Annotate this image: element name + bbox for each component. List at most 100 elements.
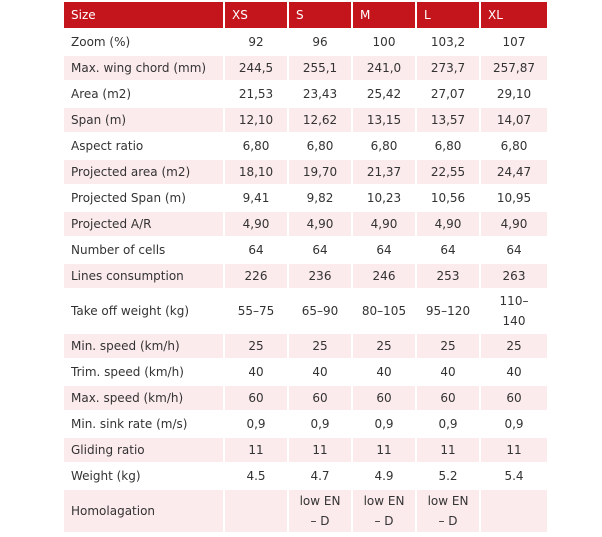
value-cell: 5.2: [417, 464, 479, 488]
value-cell: 64: [225, 238, 287, 262]
table-row: Span (m) 12,10 12,62 13,15 13,57 14,07: [64, 108, 547, 132]
value-cell: low EN – D: [353, 490, 415, 532]
value-cell: 25,42: [353, 82, 415, 106]
row-label: Min. speed (km/h): [64, 334, 223, 358]
table-row: Projected A/R 4,90 4,90 4,90 4,90 4,90: [64, 212, 547, 236]
value-cell: 18,10: [225, 160, 287, 184]
value-cell: 64: [289, 238, 351, 262]
table-row: Weight (kg) 4.5 4.7 4.9 5.2 5.4: [64, 464, 547, 488]
value-cell: 4.7: [289, 464, 351, 488]
value-cell: 11: [481, 438, 547, 462]
value-cell: 60: [225, 386, 287, 410]
value-cell: 263: [481, 264, 547, 288]
value-cell: 253: [417, 264, 479, 288]
row-label: Max. speed (km/h): [64, 386, 223, 410]
value-cell: 0,9: [225, 412, 287, 436]
value-cell: 4,90: [417, 212, 479, 236]
value-cell: 107: [481, 30, 547, 54]
row-label: Gliding ratio: [64, 438, 223, 462]
table-row: Area (m2) 21,53 23,43 25,42 27,07 29,10: [64, 82, 547, 106]
value-cell: 13,57: [417, 108, 479, 132]
header-cell-s: S: [289, 2, 351, 28]
value-cell: 13,15: [353, 108, 415, 132]
value-cell: 25: [289, 334, 351, 358]
value-cell: 14,07: [481, 108, 547, 132]
value-cell: 0,9: [481, 412, 547, 436]
value-cell: 241,0: [353, 56, 415, 80]
table-row: Gliding ratio 11 11 11 11 11: [64, 438, 547, 462]
value-cell: 11: [417, 438, 479, 462]
header-cell-xl: XL: [481, 2, 547, 28]
value-cell: 29,10: [481, 82, 547, 106]
specifications-table: Size XS S M L XL Zoom (%) 92 96 100 103,2 107…: [62, 0, 549, 534]
value-cell: 9,41: [225, 186, 287, 210]
value-cell: 64: [353, 238, 415, 262]
row-label: Homolagation: [64, 490, 223, 532]
row-label: Take off weight (kg): [64, 290, 223, 332]
value-cell: 64: [481, 238, 547, 262]
row-label: Projected area (m2): [64, 160, 223, 184]
value-cell: 6,80: [417, 134, 479, 158]
value-cell: 60: [481, 386, 547, 410]
value-cell: low EN – D: [289, 490, 351, 532]
header-cell-m: M: [353, 2, 415, 28]
value-cell: 255,1: [289, 56, 351, 80]
value-cell: 4.5: [225, 464, 287, 488]
table-row: Min. sink rate (m/s) 0,9 0,9 0,9 0,9 0,9: [64, 412, 547, 436]
value-cell: 10,95: [481, 186, 547, 210]
row-label: Trim. speed (km/h): [64, 360, 223, 384]
row-label: Projected A/R: [64, 212, 223, 236]
row-label: Lines consumption: [64, 264, 223, 288]
value-cell: 40: [417, 360, 479, 384]
value-cell: 19,70: [289, 160, 351, 184]
table-row: Zoom (%) 92 96 100 103,2 107: [64, 30, 547, 54]
value-cell: 236: [289, 264, 351, 288]
value-cell: 25: [225, 334, 287, 358]
value-cell: 96: [289, 30, 351, 54]
value-cell: 21,53: [225, 82, 287, 106]
row-label: Max. wing chord (mm): [64, 56, 223, 80]
value-cell: 103,2: [417, 30, 479, 54]
value-cell: 244,5: [225, 56, 287, 80]
value-cell: 24,47: [481, 160, 547, 184]
table-row: Min. speed (km/h) 25 25 25 25 25: [64, 334, 547, 358]
value-cell: 4,90: [481, 212, 547, 236]
value-cell: 110– 140: [481, 290, 547, 332]
value-cell: 10,56: [417, 186, 479, 210]
value-cell: 4,90: [353, 212, 415, 236]
table-row: Max. speed (km/h) 60 60 60 60 60: [64, 386, 547, 410]
value-cell: 25: [353, 334, 415, 358]
table-row: Projected Span (m) 9,41 9,82 10,23 10,56 10,9…: [64, 186, 547, 210]
value-cell: 40: [353, 360, 415, 384]
value-cell: 40: [225, 360, 287, 384]
header-cell-size: Size: [64, 2, 223, 28]
table-row: Take off weight (kg) 55–75 65–90 80–105 95–1…: [64, 290, 547, 332]
row-label: Weight (kg): [64, 464, 223, 488]
value-cell: 11: [289, 438, 351, 462]
value-cell: 21,37: [353, 160, 415, 184]
header-cell-xs: XS: [225, 2, 287, 28]
header-cell-l: L: [417, 2, 479, 28]
table-body: Zoom (%) 92 96 100 103,2 107 Max. wing chord (…: [64, 30, 547, 532]
value-cell: 60: [289, 386, 351, 410]
value-cell: 9,82: [289, 186, 351, 210]
table-row: Number of cells 64 64 64 64 64: [64, 238, 547, 262]
value-cell: 23,43: [289, 82, 351, 106]
value-cell: 273,7: [417, 56, 479, 80]
value-cell: 22,55: [417, 160, 479, 184]
value-cell: 55–75: [225, 290, 287, 332]
value-cell: 95–120: [417, 290, 479, 332]
value-cell: 11: [225, 438, 287, 462]
value-cell: 10,23: [353, 186, 415, 210]
value-cell: 92: [225, 30, 287, 54]
value-cell: 25: [481, 334, 547, 358]
value-cell: 25: [417, 334, 479, 358]
row-label: Aspect ratio: [64, 134, 223, 158]
value-cell: 27,07: [417, 82, 479, 106]
table-row: Max. wing chord (mm) 244,5 255,1 241,0 273,7…: [64, 56, 547, 80]
value-cell: low EN – D: [417, 490, 479, 532]
value-cell: 60: [417, 386, 479, 410]
value-cell: [481, 490, 547, 532]
table-row: Lines consumption 226 236 246 253 263: [64, 264, 547, 288]
